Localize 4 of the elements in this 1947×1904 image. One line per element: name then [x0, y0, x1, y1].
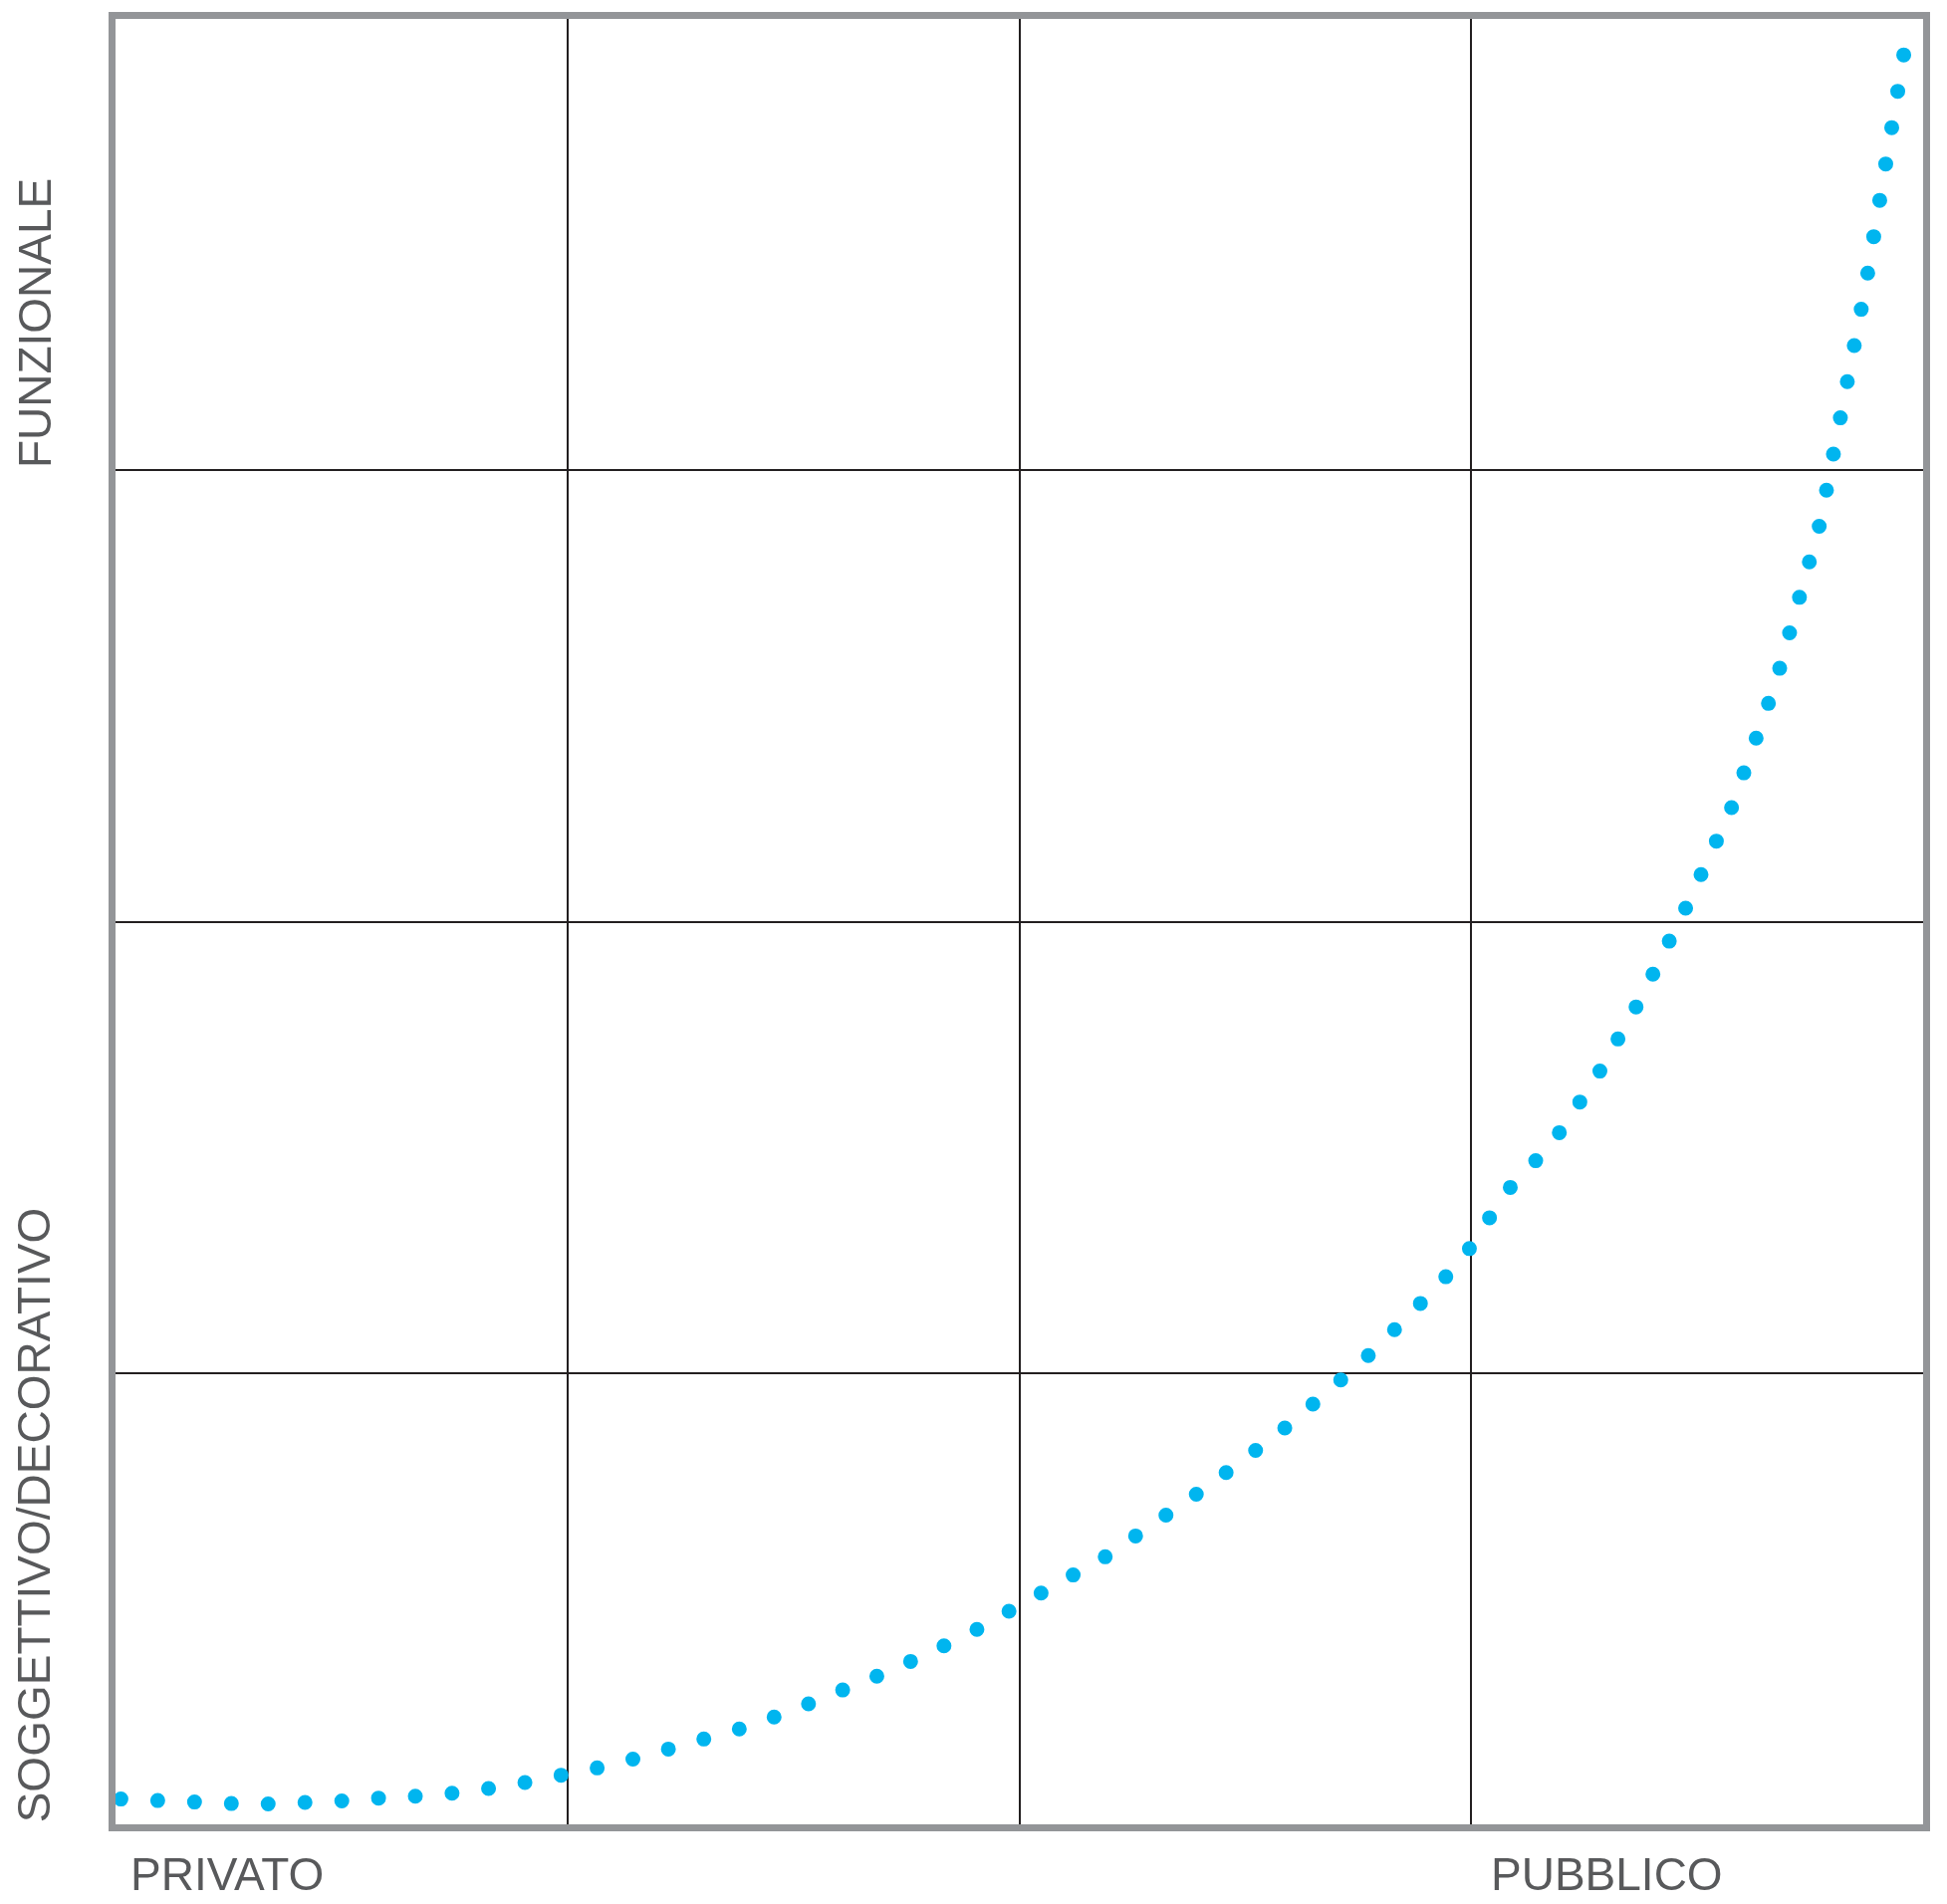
text: PRIVATO [130, 1848, 325, 1900]
text: FUNZIONALE [8, 177, 61, 469]
text: PUBBLICO [1491, 1848, 1723, 1900]
text: SOGGETTIVO/DECORATIVO [8, 1207, 61, 1823]
